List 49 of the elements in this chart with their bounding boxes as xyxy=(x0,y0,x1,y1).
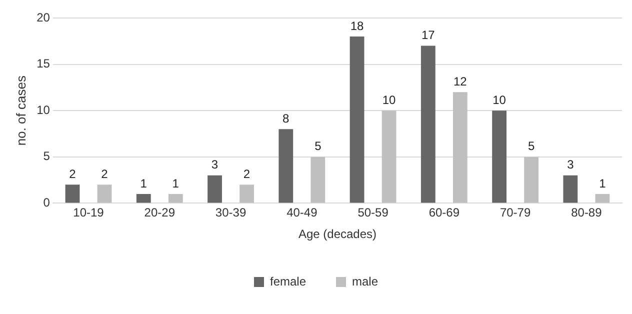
x-tick-label: 10-19 xyxy=(73,206,104,220)
x-tick-label: 40-49 xyxy=(286,206,318,220)
data-label: 3 xyxy=(567,158,574,172)
y-tick-label: 0 xyxy=(43,196,50,210)
data-label: 17 xyxy=(421,28,436,42)
data-label: 5 xyxy=(528,139,535,154)
x-tick-label: 60-69 xyxy=(428,206,460,220)
bar xyxy=(240,184,254,203)
y-tick-label: 20 xyxy=(36,10,50,24)
bar xyxy=(350,36,364,203)
bar xyxy=(168,194,183,203)
data-label: 2 xyxy=(243,166,250,181)
y-tick-label: 10 xyxy=(36,102,50,117)
legend-label: male xyxy=(352,274,378,288)
bar xyxy=(97,184,112,203)
bar xyxy=(492,110,506,203)
y-tick-label: 15 xyxy=(36,56,50,71)
bar xyxy=(278,129,294,203)
bar xyxy=(452,92,468,203)
data-label: 8 xyxy=(282,111,290,126)
data-label: 3 xyxy=(211,158,218,172)
data-label: 5 xyxy=(314,139,322,154)
bar xyxy=(382,110,396,203)
y-axis-title: no. of cases xyxy=(13,75,28,146)
bar xyxy=(563,175,578,203)
data-label: 1 xyxy=(599,176,606,190)
data-label: 18 xyxy=(350,18,364,33)
x-axis-title: Age (decades) xyxy=(298,227,376,242)
bar xyxy=(208,175,222,203)
x-tick-label: 20-29 xyxy=(144,206,176,220)
bar xyxy=(595,194,610,203)
bar xyxy=(420,46,436,203)
y-tick-label: 5 xyxy=(43,149,50,164)
data-label: 1 xyxy=(140,176,148,190)
data-label: 2 xyxy=(69,166,76,181)
bar xyxy=(65,184,80,203)
bar xyxy=(310,156,326,203)
data-label: 1 xyxy=(172,176,180,190)
legend-label: female xyxy=(270,274,306,288)
x-tick-label: 70-79 xyxy=(500,206,531,220)
data-label: 12 xyxy=(453,74,468,88)
data-label: 10 xyxy=(492,92,506,107)
x-tick-label: 50-59 xyxy=(358,206,389,220)
data-label: 10 xyxy=(382,92,396,107)
bar xyxy=(136,194,151,203)
bar xyxy=(524,156,539,203)
data-label: 2 xyxy=(101,166,108,181)
x-tick-label: 30-39 xyxy=(215,206,246,220)
x-tick-label: 80-89 xyxy=(571,206,602,220)
